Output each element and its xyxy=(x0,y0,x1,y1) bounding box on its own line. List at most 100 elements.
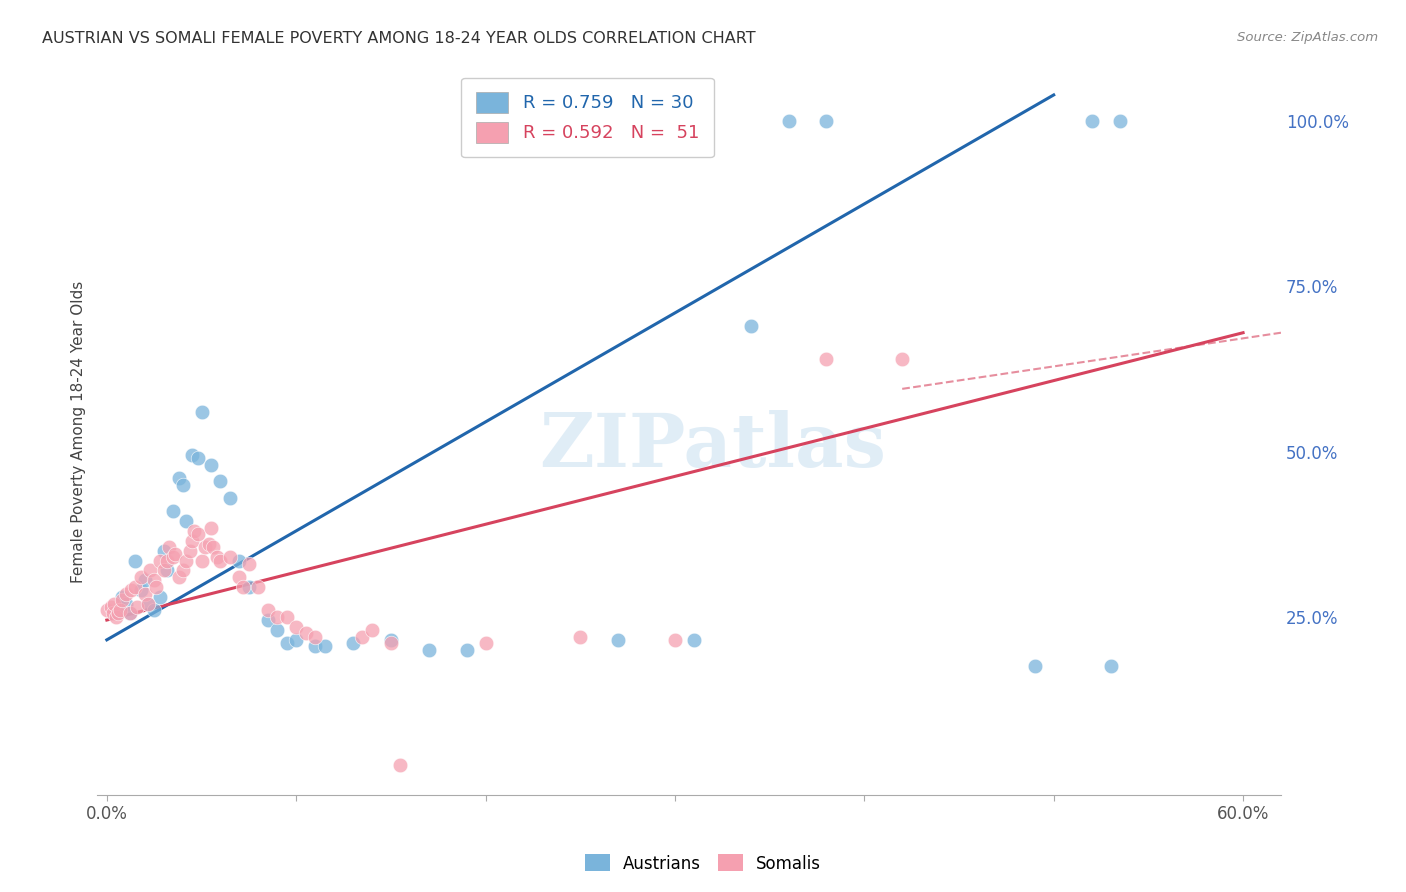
Point xyxy=(190,553,212,567)
Point xyxy=(276,609,298,624)
Point xyxy=(118,607,141,621)
Point xyxy=(138,597,160,611)
Point xyxy=(380,636,402,650)
Point xyxy=(190,405,212,419)
Point xyxy=(256,603,278,617)
Point xyxy=(145,580,167,594)
Point xyxy=(474,636,496,650)
Point xyxy=(181,533,204,548)
Point xyxy=(683,632,706,647)
Point xyxy=(176,514,198,528)
Y-axis label: Female Poverty Among 18-24 Year Olds: Female Poverty Among 18-24 Year Olds xyxy=(72,281,86,582)
Point xyxy=(778,114,800,128)
Point xyxy=(200,520,222,534)
Point xyxy=(361,623,384,637)
Point xyxy=(342,636,364,650)
Point xyxy=(815,352,838,367)
Point xyxy=(1109,114,1132,128)
Point xyxy=(162,504,184,518)
Point xyxy=(107,607,129,621)
Point xyxy=(232,580,254,594)
Point xyxy=(266,623,288,637)
Point xyxy=(256,613,278,627)
Point xyxy=(96,603,118,617)
Point xyxy=(247,580,270,594)
Point xyxy=(149,590,172,604)
Point xyxy=(1099,659,1122,673)
Point xyxy=(114,586,136,600)
Point xyxy=(418,642,440,657)
Text: ZIPatlas: ZIPatlas xyxy=(540,409,886,483)
Point xyxy=(815,114,838,128)
Point xyxy=(127,599,149,614)
Point xyxy=(219,491,242,505)
Point xyxy=(1080,114,1102,128)
Point xyxy=(152,543,174,558)
Point xyxy=(167,471,190,485)
Point xyxy=(139,564,162,578)
Legend: Austrians, Somalis: Austrians, Somalis xyxy=(578,847,828,880)
Point xyxy=(1024,659,1046,673)
Point xyxy=(389,758,412,772)
Point xyxy=(304,640,326,654)
Point xyxy=(134,586,156,600)
Point xyxy=(143,603,166,617)
Point xyxy=(664,632,686,647)
Point xyxy=(105,607,128,621)
Point xyxy=(114,597,136,611)
Point xyxy=(200,458,222,472)
Point xyxy=(156,564,179,578)
Point xyxy=(194,541,217,555)
Point xyxy=(167,570,190,584)
Point xyxy=(120,583,142,598)
Point xyxy=(205,550,228,565)
Point xyxy=(285,632,308,647)
Point xyxy=(607,632,630,647)
Point xyxy=(380,632,402,647)
Point xyxy=(138,597,160,611)
Point xyxy=(152,564,174,578)
Point xyxy=(294,626,316,640)
Point xyxy=(228,553,250,567)
Point xyxy=(129,583,152,598)
Point xyxy=(238,557,260,571)
Point xyxy=(181,448,204,462)
Point xyxy=(187,451,209,466)
Point xyxy=(129,570,152,584)
Text: AUSTRIAN VS SOMALI FEMALE POVERTY AMONG 18-24 YEAR OLDS CORRELATION CHART: AUSTRIAN VS SOMALI FEMALE POVERTY AMONG … xyxy=(42,31,756,46)
Point xyxy=(266,609,288,624)
Point xyxy=(176,553,198,567)
Point xyxy=(149,553,172,567)
Point xyxy=(314,640,336,654)
Point xyxy=(118,607,141,621)
Point xyxy=(201,541,224,555)
Point xyxy=(143,574,166,588)
Point xyxy=(209,475,232,489)
Point xyxy=(108,603,131,617)
Point xyxy=(179,543,201,558)
Point xyxy=(276,636,298,650)
Point xyxy=(100,599,122,614)
Point xyxy=(740,319,762,334)
Point xyxy=(111,593,134,607)
Point xyxy=(101,607,124,621)
Point xyxy=(187,527,209,541)
Point xyxy=(111,590,134,604)
Point xyxy=(285,620,308,634)
Point xyxy=(124,553,146,567)
Point xyxy=(105,609,128,624)
Point xyxy=(219,550,242,565)
Point xyxy=(352,630,374,644)
Point xyxy=(228,570,250,584)
Text: Source: ZipAtlas.com: Source: ZipAtlas.com xyxy=(1237,31,1378,45)
Point xyxy=(162,550,184,565)
Point xyxy=(103,597,125,611)
Point xyxy=(891,352,914,367)
Point xyxy=(172,477,194,491)
Point xyxy=(157,541,180,555)
Point xyxy=(183,524,205,538)
Point xyxy=(456,642,478,657)
Point xyxy=(163,547,186,561)
Point xyxy=(156,553,179,567)
Legend: R = 0.759   N = 30, R = 0.592   N =  51: R = 0.759 N = 30, R = 0.592 N = 51 xyxy=(461,78,714,157)
